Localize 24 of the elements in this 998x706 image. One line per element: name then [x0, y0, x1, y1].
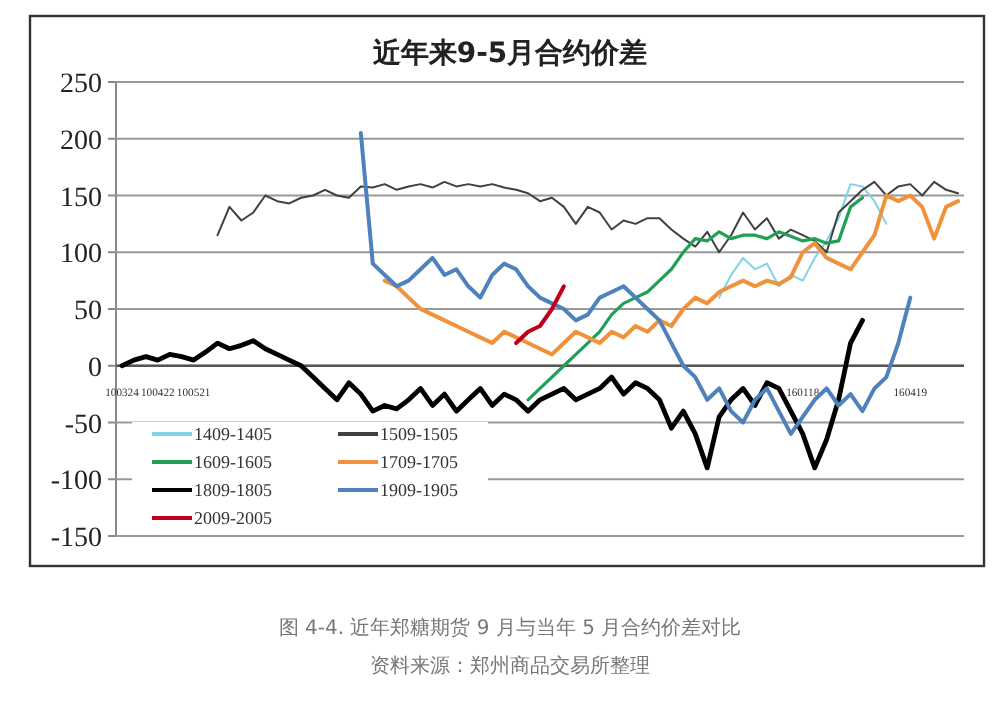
y-tick-label: 50	[74, 297, 102, 327]
y-tick-label: 100	[60, 240, 102, 271]
line-series	[382, 193, 961, 357]
legend-label: 1809-1805	[194, 480, 273, 500]
y-tick-label: 0	[88, 353, 102, 384]
line-series	[514, 284, 566, 346]
y-tick-label: -150	[50, 524, 102, 554]
legend-label: 1609-1605	[194, 452, 273, 472]
y-tick-label: 200	[60, 126, 102, 157]
legend-label: 1409-1405	[194, 424, 273, 444]
legend-label: 2009-2005	[194, 508, 273, 528]
text: 资料来源：郑州商品交易所整理	[370, 654, 650, 678]
line-series	[526, 196, 865, 402]
caption: 图 4-4. 近年郑糖期货 9 月与当年 5 月合约价差对比	[278, 616, 742, 640]
chart-title: 近年来9-5月合约价差	[370, 36, 648, 70]
y-tick-label: 250	[60, 70, 102, 100]
line-series	[718, 183, 888, 299]
legend-label: 1909-1905	[380, 480, 459, 500]
legend-label: 1709-1705	[380, 452, 459, 472]
y-tick-label: -50	[64, 410, 102, 441]
line-series	[216, 180, 960, 254]
legend-label: 1509-1505	[380, 424, 459, 444]
y-tick-label: 150	[60, 183, 102, 214]
y-tick-label: -100	[50, 467, 102, 498]
